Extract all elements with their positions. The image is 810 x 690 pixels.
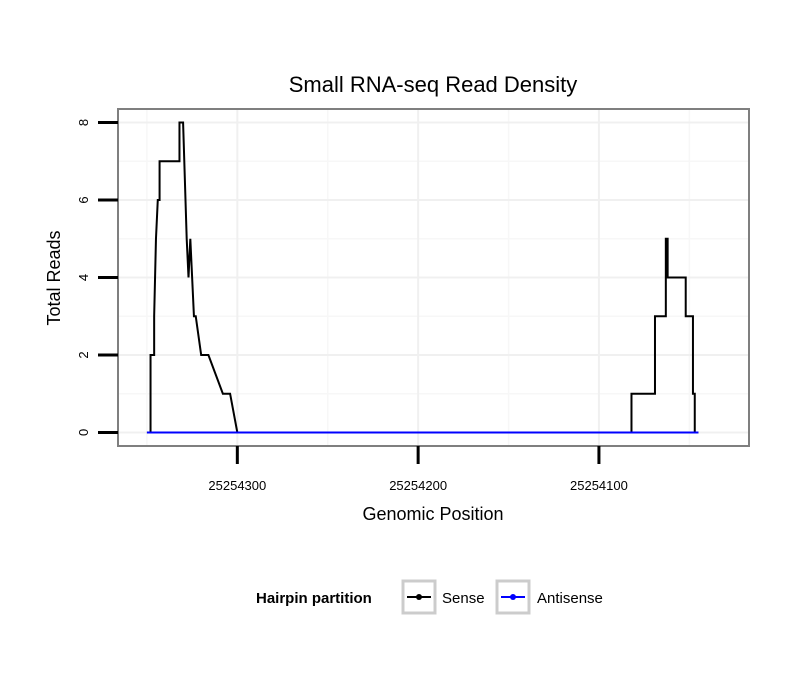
- legend-item-sense: Sense: [401, 579, 485, 615]
- series-line-sense: [146, 121, 699, 434]
- y-axis: 0 2 4 6 8: [76, 119, 118, 436]
- y-tick-label: 2: [76, 351, 91, 358]
- series-layer: [146, 121, 699, 434]
- legend-item-antisense: Antisense: [495, 579, 603, 615]
- legend-point-sense: [416, 594, 422, 600]
- y-tick-label: 8: [76, 119, 91, 126]
- legend-label-sense: Sense: [442, 590, 485, 607]
- legend-label-antisense: Antisense: [537, 590, 603, 607]
- x-tick-label: 25254100: [570, 478, 628, 493]
- x-axis: 25254300 25254200 25254100: [208, 446, 628, 493]
- legend-point-antisense: [510, 594, 516, 600]
- x-tick-label: 25254300: [208, 478, 266, 493]
- y-tick-label: 0: [76, 429, 91, 436]
- legend-title: Hairpin partition: [256, 590, 372, 607]
- plot-area: [117, 108, 750, 447]
- y-tick-label: 4: [76, 274, 91, 281]
- x-axis-label: Genomic Position: [362, 504, 503, 524]
- x-tick-label: 25254200: [389, 478, 447, 493]
- chart-title: Small RNA-seq Read Density: [289, 72, 578, 97]
- y-tick-label: 6: [76, 196, 91, 203]
- y-axis-label: Total Reads: [44, 230, 64, 325]
- legend: Hairpin partition Sense Antisense: [256, 579, 603, 615]
